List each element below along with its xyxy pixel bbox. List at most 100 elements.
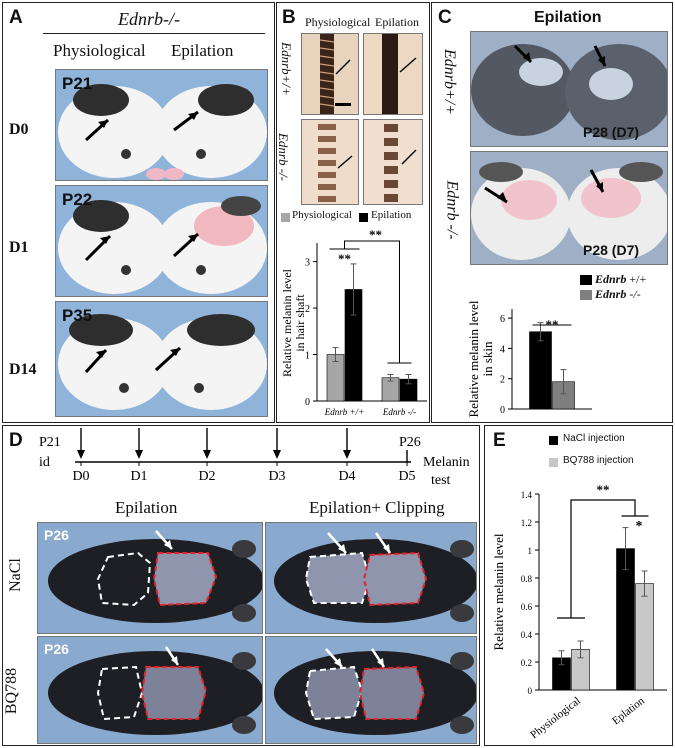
panel-c-caption-ko: P28 (D7) — [583, 242, 640, 258]
mouse-photo-icon — [56, 302, 267, 416]
y-axis-label: Relative melanin levelin hair shaft — [280, 268, 307, 377]
y-tick-label: 0.6 — [521, 602, 533, 612]
panel-b-hair-wt-physiological — [301, 33, 359, 115]
mouse-photo-icon — [56, 186, 267, 296]
hair-shaft-icon — [382, 34, 417, 114]
panel-b-legend-epilation-swatch — [359, 213, 368, 222]
y-tick-label: 1 — [305, 351, 310, 362]
panel-d-row-bq788: BQ788 — [3, 667, 21, 715]
y-tick-label: 0.2 — [521, 658, 532, 668]
x-tick-label: Eplation — [610, 695, 647, 728]
panel-b: B Physiological Epilation Ednrb+/+ Ednrb… — [276, 2, 430, 423]
panel-b-hair-ko-epilation — [363, 119, 423, 205]
significance-label: ** — [546, 317, 559, 332]
y-tick-label: 1.4 — [521, 490, 533, 500]
timeline-day-label: D0 — [72, 469, 89, 484]
panel-d: D P21 id D0 D1 D2 D3 D4 D5 P26 Melanin test Epilat… — [2, 425, 480, 746]
y-tick-label: 0 — [500, 405, 505, 416]
panel-b-row-ko: Ednrb -/- — [276, 132, 292, 182]
significance-label: * — [636, 519, 643, 534]
panel-c-legend-ko-name: Ednrb — [595, 287, 627, 301]
timeline-start-sub: id — [39, 455, 50, 470]
panel-d-photo-tag-2: P26 — [44, 641, 69, 657]
y-axis-label: Relative melanin levelin skin — [466, 300, 495, 417]
x-tick-label: Ednrb +/+ — [324, 407, 364, 417]
panel-d-row-nacl: NaCl — [6, 558, 24, 592]
timeline-test-label: test — [431, 473, 451, 488]
y-tick-label: 0.8 — [521, 574, 533, 584]
timeline-day-label: D2 — [198, 469, 215, 484]
timeline-arrowhead — [343, 450, 351, 459]
panel-b-legend-physiological-swatch — [281, 213, 290, 222]
mouse-photo-icon — [471, 152, 667, 264]
panel-a-underline — [43, 33, 265, 34]
panel-a-col-epilation: Epilation — [171, 41, 234, 60]
panel-b-legend-epilation: Epilation — [371, 209, 412, 221]
panel-c-label: C — [438, 7, 452, 28]
x-tick-label: Ednrb -/- — [382, 407, 416, 417]
panel-a-day-0: D0 — [9, 121, 29, 138]
y-tick-label: 2 — [305, 304, 310, 315]
sig-bracket — [570, 499, 636, 618]
panel-d-photo-bq788-clipping — [265, 636, 477, 744]
panel-e-legend-bq: BQ788 injection — [563, 455, 634, 466]
panel-a-age-p35: P35 — [62, 306, 93, 325]
panel-c-legend-wt-suffix: +/+ — [626, 272, 647, 286]
panel-a-photo-p35: P35 — [55, 301, 268, 417]
panel-e-legend-bq-swatch — [549, 458, 558, 467]
panel-a-label: A — [9, 7, 23, 28]
panel-b-label: B — [282, 7, 296, 28]
panel-c-photo-wt: P28 (D7) — [470, 31, 668, 147]
hair-shaft-icon — [384, 124, 417, 202]
bar — [635, 583, 654, 691]
y-tick-label: 3 — [305, 258, 310, 269]
panel-a-day-14: D14 — [9, 361, 37, 378]
panel-e-label: E — [493, 430, 506, 451]
mouse-photo-icon — [56, 70, 267, 180]
mouse-photo-icon — [471, 32, 667, 146]
panel-b-col-epilation: Epilation — [375, 15, 419, 29]
timeline-day-label: D4 — [338, 469, 355, 484]
hair-shaft-icon — [319, 34, 351, 114]
panel-d-col-epilation: Epilation — [115, 498, 178, 517]
sig-bracket — [344, 240, 400, 363]
panel-d-col-epilation-clipping: Epilation+ Clipping — [309, 498, 445, 517]
panel-c-row-wt: Ednrb+/+ — [441, 48, 459, 116]
y-tick-label: 6 — [500, 314, 505, 325]
panel-c: C Epilation Ednrb+/+ Ednrb -/- P28 (D7) … — [431, 2, 673, 423]
timeline-day-label: D3 — [268, 469, 285, 484]
panel-a-photo-p21: P21 — [55, 69, 268, 181]
timeline-start-label: P21 — [39, 435, 61, 450]
y-tick-label: 2 — [500, 375, 505, 386]
timeline-test-label: Melanin — [423, 455, 470, 470]
panel-a-age-p22: P22 — [62, 190, 93, 209]
bar — [529, 331, 552, 410]
y-tick-label: 0.4 — [521, 630, 533, 640]
panel-d-photo-nacl-epilation: P26 — [37, 522, 263, 634]
panel-a-day-1: D1 — [9, 239, 29, 256]
mouse-back-icon — [266, 523, 476, 633]
panel-e-legend-nacl: NaCl injection — [563, 433, 625, 444]
panel-b-legend-physiological: Physiological — [292, 209, 352, 221]
panel-c-legend-wt: Ednrb +/+ — [595, 272, 646, 287]
panel-a-col-physiological: Physiological — [53, 41, 146, 60]
significance-label: ** — [369, 229, 382, 242]
y-tick-label: 4 — [500, 344, 505, 355]
panel-d-photo-nacl-clipping — [265, 522, 477, 634]
panel-e: E NaCl injection BQ788 injection 0 0.2 0.4… — [484, 425, 673, 746]
timeline-day-label: D1 — [130, 469, 147, 484]
timeline-arrowhead — [77, 450, 85, 459]
timeline-day-label: D5 — [398, 469, 415, 484]
panel-c-chart: 0 2 4 6 Relative melanin levelin skin ** — [466, 300, 592, 417]
panel-c-legend-ko-suffix: -/- — [626, 287, 641, 301]
panel-a-genotype: Ednrb-/- — [118, 9, 180, 29]
panel-d-photo-bq788-epilation: P26 — [37, 636, 263, 744]
y-tick-label: 0 — [305, 397, 310, 408]
y-axis-label: Relative melanin level — [491, 533, 506, 650]
panel-b-chart: 0 1 2 3 Ednrb +/+ Ednrb -/- Relative melanin l… — [280, 229, 427, 417]
panel-c-row-ko: Ednrb -/- — [443, 180, 461, 240]
panel-c-title: Epilation — [534, 9, 602, 26]
panel-a-photo-p22: P22 — [55, 185, 268, 297]
panel-b-row-wt: Ednrb+/+ — [278, 42, 294, 96]
